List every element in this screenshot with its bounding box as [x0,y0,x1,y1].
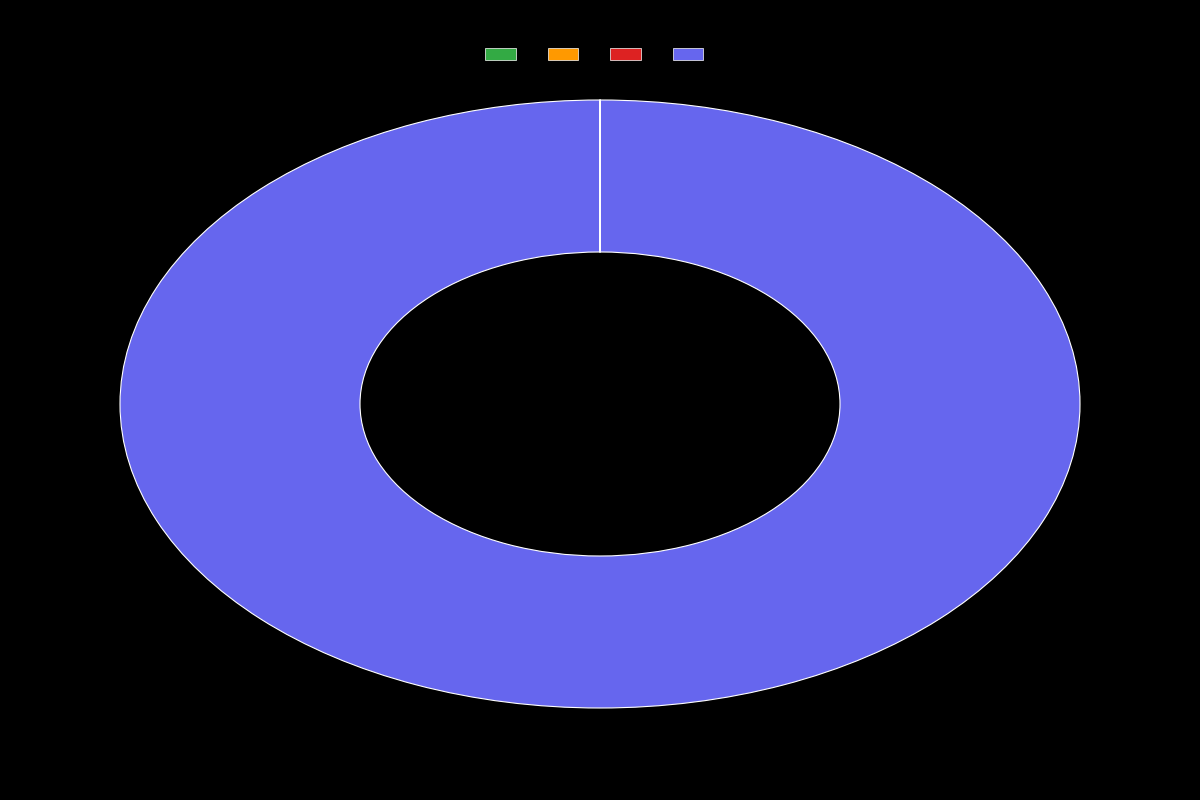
Legend: , , , : , , , [480,42,720,67]
Wedge shape [120,100,1080,708]
